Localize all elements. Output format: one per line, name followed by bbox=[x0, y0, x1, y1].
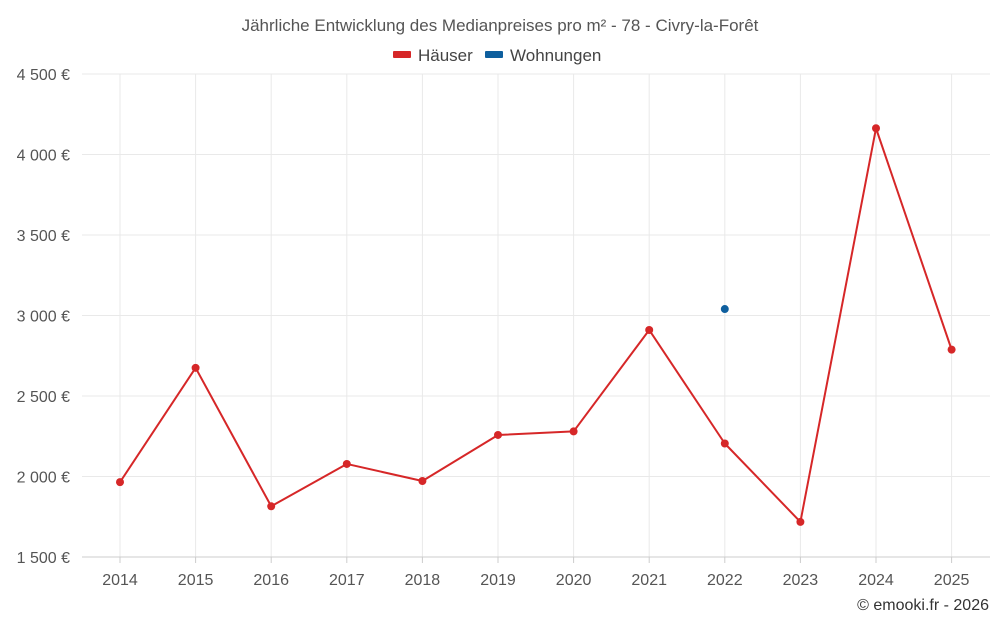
x-tick-label: 2022 bbox=[707, 572, 743, 589]
data-point-series-0[interactable] bbox=[116, 478, 124, 487]
data-point-series-0[interactable] bbox=[342, 459, 351, 468]
series bbox=[116, 124, 956, 526]
x-tick-label: 2025 bbox=[934, 572, 970, 589]
legend: Häuser Wohnungen bbox=[393, 46, 601, 65]
x-tick-label: 2016 bbox=[253, 572, 289, 589]
data-point-series-1[interactable] bbox=[720, 305, 729, 314]
x-tick-label: 2024 bbox=[858, 572, 894, 589]
data-point-series-0[interactable] bbox=[569, 427, 578, 436]
data-point-series-0[interactable] bbox=[418, 477, 427, 486]
y-tick-label: 4 500 € bbox=[17, 67, 70, 84]
y-tick-label: 4 000 € bbox=[17, 148, 70, 165]
data-point-series-0[interactable] bbox=[267, 502, 276, 511]
chart-title: Jährliche Entwicklung des Medianpreises … bbox=[242, 16, 759, 35]
x-tick-label: 2017 bbox=[329, 572, 365, 589]
legend-label-houses: Häuser bbox=[418, 46, 473, 65]
data-point-series-0[interactable] bbox=[191, 363, 200, 372]
legend-swatch-houses bbox=[393, 51, 411, 58]
y-tick-label: 3 500 € bbox=[17, 228, 70, 245]
x-tick-label: 2023 bbox=[783, 572, 819, 589]
axes: 1 500 € 2 000 € 2 500 € 3 000 € 3 500 € 4 000… bbox=[17, 67, 990, 589]
series-line-0 bbox=[119, 127, 953, 523]
x-tick-label: 2018 bbox=[405, 572, 441, 589]
x-tick-label: 2015 bbox=[178, 572, 214, 589]
legend-item-houses[interactable]: Häuser bbox=[393, 46, 473, 65]
y-tick-label: 3 000 € bbox=[17, 309, 70, 326]
x-tick-label: 2014 bbox=[102, 572, 138, 589]
data-point-series-0[interactable] bbox=[947, 345, 956, 354]
x-tick-label: 2019 bbox=[480, 572, 516, 589]
data-point-series-0[interactable] bbox=[872, 124, 880, 133]
y-tick-label: 1 500 € bbox=[17, 550, 70, 567]
x-tick-label: 2020 bbox=[556, 572, 592, 589]
x-tick-label: 2021 bbox=[631, 572, 667, 589]
y-tick-label: 2 000 € bbox=[17, 470, 70, 487]
legend-swatch-apartments bbox=[485, 51, 503, 58]
grid bbox=[82, 73, 990, 558]
data-point-series-0[interactable] bbox=[720, 439, 729, 448]
data-point-series-0[interactable] bbox=[796, 517, 805, 526]
y-tick-label: 2 500 € bbox=[17, 389, 70, 406]
data-point-series-0[interactable] bbox=[645, 325, 654, 334]
legend-label-apartments: Wohnungen bbox=[510, 46, 601, 65]
legend-item-apartments[interactable]: Wohnungen bbox=[485, 46, 601, 65]
credit-label: © emooki.fr - 2026 bbox=[857, 597, 989, 614]
data-point-series-0[interactable] bbox=[494, 430, 502, 439]
